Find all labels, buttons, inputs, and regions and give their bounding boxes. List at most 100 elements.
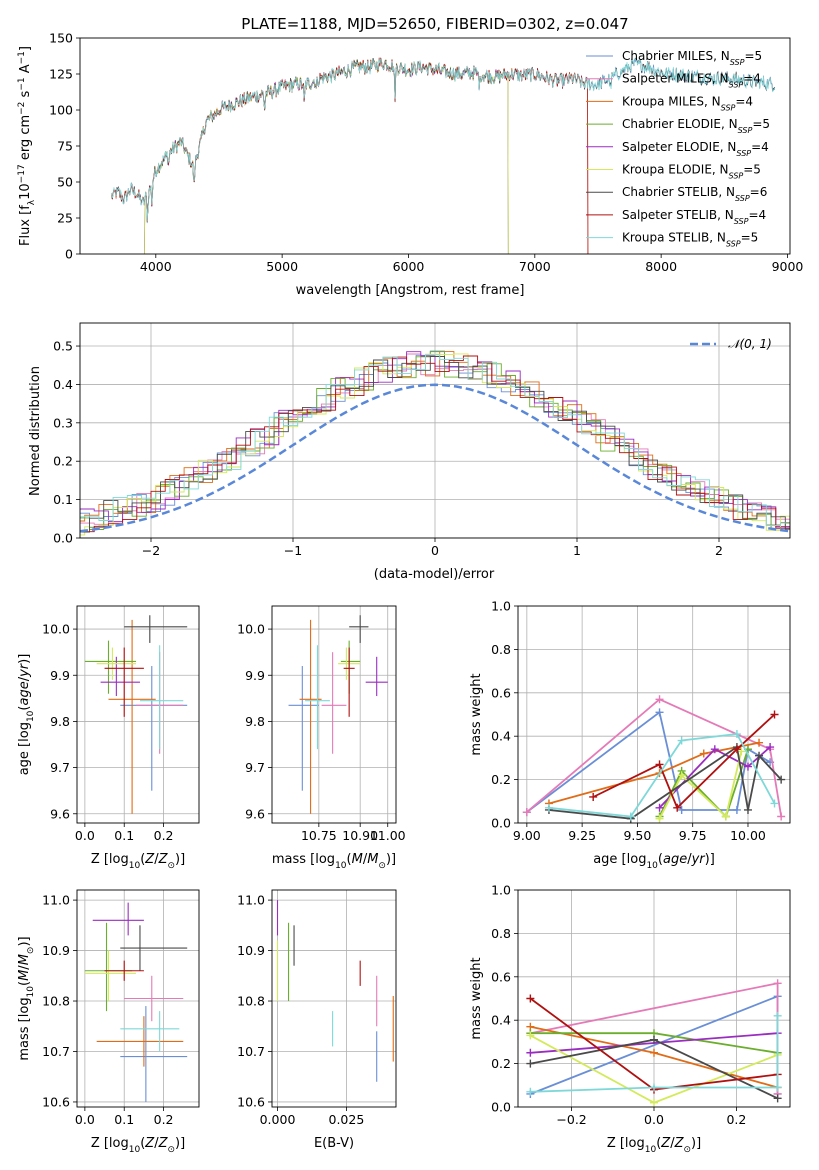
y-tick-label: 10.9 bbox=[237, 943, 265, 958]
mass_vs_EBV-plot-area bbox=[272, 890, 396, 1107]
x-tick-label: 10.75 bbox=[301, 828, 337, 843]
legend-label: Chabrier MILES, NSSP=5 bbox=[622, 49, 762, 67]
axes-frame bbox=[271, 889, 397, 1108]
y-tick-label: 10.8 bbox=[42, 994, 70, 1009]
mass-weight-marker bbox=[650, 1083, 658, 1092]
x-tick-label: 0.0 bbox=[644, 1112, 664, 1127]
legend-label: Salpeter MILES, NSSP=4 bbox=[622, 72, 761, 90]
legend-label: 𝒩(0, 1) bbox=[728, 337, 772, 351]
y-tick-label: 0.2 bbox=[53, 454, 73, 469]
legend-label: Chabrier STELIB, NSSP=6 bbox=[622, 185, 767, 203]
spectrum-series-line bbox=[144, 58, 509, 254]
y-axis-label: age [log10(age/yr)] bbox=[17, 654, 36, 776]
legend-label: Salpeter ELODIE, NSSP=4 bbox=[622, 140, 769, 158]
errorbar-point bbox=[108, 619, 156, 814]
errorbar-point bbox=[288, 666, 319, 791]
massweight_vs_Z-plot-area bbox=[518, 890, 790, 1107]
spectrum-panel: 4000 5000 6000 7000 8000 9000 0 25 50 75 100 125 150… bbox=[17, 31, 803, 299]
mass-weight-marker bbox=[766, 743, 775, 752]
mass-weight-marker bbox=[526, 994, 535, 1003]
errorbar-point bbox=[120, 666, 188, 791]
spectrum-legend: Chabrier MILES, NSSP=5 Salpeter MILES, NS… bbox=[586, 49, 770, 248]
y-tick-label: 10.9 bbox=[42, 943, 70, 958]
residual-histogram bbox=[80, 351, 790, 526]
y-tick-label: 1.0 bbox=[491, 883, 511, 898]
x-tick-label: −0.2 bbox=[556, 1112, 586, 1127]
y-tick-label: 9.6 bbox=[245, 806, 265, 821]
mass-weight-marker bbox=[773, 979, 782, 988]
y-tick-label: 75 bbox=[57, 139, 73, 154]
mass-weight-marker bbox=[655, 695, 664, 704]
mass-weight-line bbox=[548, 745, 782, 820]
mass-weight-marker bbox=[526, 1087, 535, 1096]
massweight_vs_Z-panel: −0.2 0.0 0.2 0.0 0.2 0.4 0.6 0.8 1.0 Z [log10(Z/Z… bbox=[469, 883, 791, 1155]
errorbar-point bbox=[305, 645, 330, 750]
y-tick-label: 0.3 bbox=[53, 415, 73, 430]
mass-weight-line bbox=[530, 1015, 779, 1093]
errorbar-point bbox=[104, 647, 144, 717]
errorbar-point bbox=[84, 640, 137, 694]
mass-weight-marker bbox=[544, 803, 553, 812]
normal-curve bbox=[80, 383, 790, 533]
x-tick-label: 0.2 bbox=[154, 1112, 174, 1127]
mass-weight-marker bbox=[732, 805, 741, 814]
mass_vs_EBV-panel: 0.000 0.025 10.6 10.7 10.8 10.9 11.0 E(B-V) bbox=[237, 889, 397, 1151]
errorbar-point bbox=[139, 645, 184, 750]
x-tick-label: 7000 bbox=[519, 259, 551, 274]
massweight_vs_age-plot-area bbox=[518, 606, 790, 823]
mass-weight-marker bbox=[743, 805, 752, 814]
figure-title: PLATE=1188, MJD=52650, FIBERID=0302, z=0… bbox=[241, 15, 628, 33]
spectrum-series-line bbox=[144, 59, 509, 254]
errorbar-point bbox=[349, 615, 369, 643]
age_vs_Z-panel: 0.0 0.1 0.2 9.6 9.7 9.8 9.9 10.0 Z [log10(Z/Z⊙)]… bbox=[17, 605, 200, 871]
y-tick-label: 0.6 bbox=[491, 685, 511, 700]
mass-weight-marker bbox=[655, 708, 664, 717]
y-axis-label: mass [log10(M/M⊙)] bbox=[17, 936, 36, 1060]
x-axis-label: Z [log10(Z/Z⊙)] bbox=[91, 852, 185, 871]
y-tick-label: 0.2 bbox=[491, 1056, 511, 1071]
y-tick-label: 100 bbox=[49, 103, 73, 118]
y-tick-label: 0.1 bbox=[53, 492, 73, 507]
x-axis-label: E(B-V) bbox=[314, 1136, 354, 1151]
mass-weight-marker bbox=[650, 1048, 658, 1057]
mass_vs_Z-plot-area bbox=[77, 890, 199, 1107]
axes-frame bbox=[79, 322, 791, 539]
mass-weight-marker bbox=[770, 710, 779, 719]
x-tick-label: 0.000 bbox=[260, 1112, 296, 1127]
axes-frame bbox=[517, 889, 791, 1108]
y-axis-label: mass weight bbox=[469, 957, 484, 1039]
axes-frame bbox=[76, 889, 200, 1108]
y-tick-label: 0.2 bbox=[491, 772, 511, 787]
y-tick-label: 0.0 bbox=[53, 531, 73, 546]
errorbar-point bbox=[365, 656, 388, 697]
errorbar-point bbox=[124, 615, 188, 643]
spectrum-series-line bbox=[111, 58, 776, 222]
y-tick-label: 0.4 bbox=[491, 1013, 511, 1028]
x-axis-label: mass [log10(M/M⊙)] bbox=[272, 852, 396, 871]
mass_vs_Z-panel: 0.0 0.1 0.2 10.6 10.7 10.8 10.9 11.0 Z [log10(Z/… bbox=[17, 889, 200, 1155]
y-tick-label: 0.8 bbox=[491, 642, 511, 657]
y-tick-label: 11.0 bbox=[237, 893, 265, 908]
mass-weight-marker bbox=[773, 1083, 782, 1092]
mass-weight-marker bbox=[526, 1048, 535, 1057]
y-tick-label: 10.0 bbox=[42, 622, 70, 637]
x-tick-label: 5000 bbox=[266, 259, 298, 274]
mass-weight-marker bbox=[770, 799, 779, 808]
mass-weight-marker bbox=[655, 803, 664, 812]
y-tick-label: 10.0 bbox=[237, 622, 265, 637]
age_vs_mass-plot-area bbox=[272, 606, 396, 823]
x-axis-label: wavelength [Angstrom, rest frame] bbox=[296, 283, 525, 298]
spectrum-plot-area bbox=[111, 57, 776, 254]
mass-weight-line bbox=[592, 713, 776, 810]
spectrum-series-line bbox=[144, 58, 509, 254]
x-tick-label: 0.2 bbox=[726, 1112, 746, 1127]
axes-frame bbox=[79, 37, 791, 255]
x-axis-label: Z [log10(Z/Z⊙)] bbox=[91, 1136, 185, 1155]
mass-weight-marker bbox=[743, 762, 752, 771]
x-tick-label: 11.00 bbox=[370, 828, 406, 843]
x-tick-label: 0.2 bbox=[154, 828, 174, 843]
errorbar-point bbox=[340, 640, 361, 694]
mass-weight-line bbox=[548, 741, 760, 805]
x-tick-label: −1 bbox=[284, 543, 302, 558]
